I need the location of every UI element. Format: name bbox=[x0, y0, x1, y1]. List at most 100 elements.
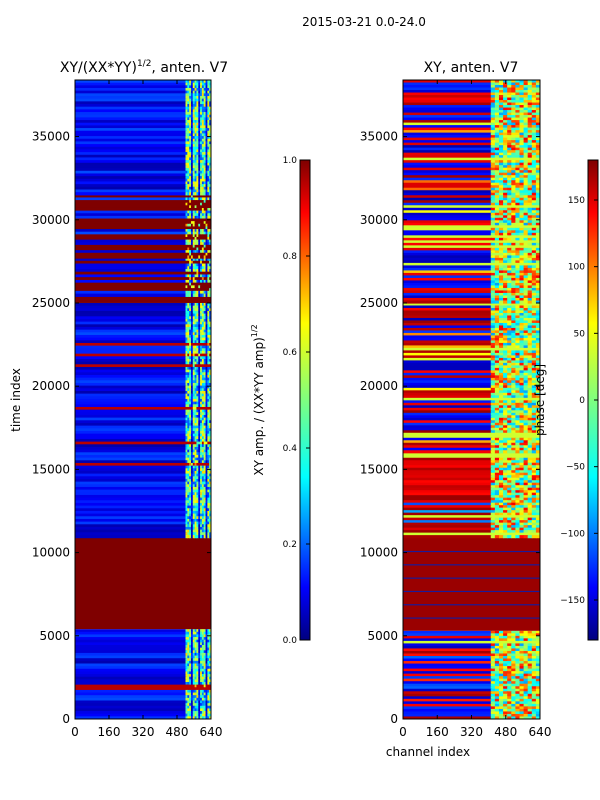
heatmap-cell bbox=[498, 470, 504, 474]
heatmap-cell bbox=[205, 215, 208, 220]
heatmap-cell bbox=[200, 430, 203, 435]
heatmap-row bbox=[75, 516, 187, 520]
heatmap-cell bbox=[189, 374, 192, 379]
heatmap-cell bbox=[209, 234, 211, 238]
heatmap-cell bbox=[185, 516, 188, 520]
heatmap-cell bbox=[511, 395, 516, 399]
heatmap-cell bbox=[198, 106, 201, 110]
heatmap-cell bbox=[531, 375, 537, 379]
heatmap-cell bbox=[511, 92, 516, 96]
heatmap-cell bbox=[192, 660, 196, 665]
heatmap-cell bbox=[519, 352, 525, 357]
heatmap-cell bbox=[209, 146, 211, 151]
heatmap-cell bbox=[507, 357, 512, 361]
heatmap-cell bbox=[535, 100, 540, 104]
heatmap-cell bbox=[200, 356, 203, 360]
heatmap-cell bbox=[535, 330, 540, 334]
heatmap-cell bbox=[190, 679, 194, 683]
heatmap-cell bbox=[515, 427, 521, 431]
heatmap-cell bbox=[203, 689, 207, 694]
heatmap-cell bbox=[498, 447, 504, 451]
heatmap-cell bbox=[200, 518, 203, 523]
heatmap-cell bbox=[507, 520, 512, 524]
heatmap-cell bbox=[511, 648, 516, 652]
heatmap-cell bbox=[185, 388, 188, 392]
heatmap-cell bbox=[203, 80, 207, 84]
heatmap-cell bbox=[535, 442, 540, 446]
heatmap-cell bbox=[198, 692, 201, 696]
heatmap-cell bbox=[507, 337, 512, 342]
heatmap-cell bbox=[527, 385, 533, 389]
heatmap-cell bbox=[196, 202, 199, 206]
heatmap-cell bbox=[187, 425, 190, 429]
heatmap-cell bbox=[209, 88, 211, 92]
heatmap-cell bbox=[196, 128, 199, 132]
heatmap-cell bbox=[507, 347, 512, 352]
heatmap-row bbox=[75, 674, 187, 678]
heatmap-cell bbox=[189, 681, 192, 686]
heatmap-cell bbox=[511, 430, 516, 434]
heatmap-cell bbox=[201, 98, 205, 102]
heatmap-cell bbox=[189, 494, 192, 499]
heatmap-cell bbox=[519, 530, 525, 534]
heatmap-cell bbox=[200, 146, 203, 151]
heatmap-cell bbox=[192, 146, 196, 151]
heatmap-cell bbox=[194, 529, 198, 533]
heatmap-cell bbox=[209, 157, 211, 161]
heatmap-cell bbox=[527, 530, 533, 534]
heatmap-cell bbox=[503, 330, 508, 334]
heatmap-cell bbox=[527, 350, 533, 354]
heatmap-cell bbox=[200, 454, 203, 459]
heatmap-cell bbox=[498, 405, 504, 409]
heatmap-cell bbox=[523, 460, 529, 464]
heatmap-row bbox=[75, 318, 187, 323]
heatmap-cell bbox=[209, 192, 211, 196]
heatmap-cell bbox=[209, 681, 211, 686]
heatmap-cell bbox=[185, 260, 188, 265]
heatmap-cell bbox=[535, 708, 540, 713]
heatmap-cell bbox=[185, 663, 188, 667]
heatmap-row bbox=[403, 668, 492, 672]
heatmap-cell bbox=[507, 467, 512, 471]
heatmap-cell bbox=[192, 436, 196, 440]
heatmap-cell bbox=[527, 390, 533, 394]
heatmap-cell bbox=[198, 252, 201, 257]
heatmap-cell bbox=[535, 440, 540, 444]
heatmap-cell bbox=[192, 200, 196, 204]
heatmap-cell bbox=[201, 282, 205, 286]
heatmap-cell bbox=[209, 470, 211, 475]
heatmap-cell bbox=[203, 117, 207, 121]
heatmap-cell bbox=[490, 688, 496, 692]
heatmap-cell bbox=[203, 85, 207, 89]
heatmap-cell bbox=[187, 130, 190, 135]
heatmap-cell bbox=[511, 425, 516, 429]
heatmap-cell bbox=[207, 377, 210, 381]
heatmap-cell bbox=[194, 716, 198, 719]
heatmap-cell bbox=[531, 370, 537, 374]
heatmap-cell bbox=[187, 348, 190, 352]
heatmap-cell bbox=[185, 687, 188, 691]
heatmap-cell bbox=[185, 492, 188, 496]
heatmap-cell bbox=[535, 638, 540, 642]
heatmap-cell bbox=[205, 406, 208, 411]
heatmap-cell bbox=[531, 340, 537, 344]
heatmap-cell bbox=[511, 490, 516, 494]
heatmap-cell bbox=[194, 505, 198, 509]
heatmap-cell bbox=[189, 268, 192, 273]
heatmap-cell bbox=[503, 90, 508, 94]
heatmap-cell bbox=[192, 141, 196, 145]
heatmap-row bbox=[403, 347, 492, 352]
heatmap-cell bbox=[531, 517, 537, 521]
heatmap-cell bbox=[498, 390, 504, 394]
heatmap-cell bbox=[527, 648, 533, 652]
heatmap-cell bbox=[189, 639, 192, 643]
heatmap-cell bbox=[207, 334, 210, 339]
heatmap-cell bbox=[519, 390, 525, 394]
heatmap-cell bbox=[494, 688, 500, 692]
heatmap-cell bbox=[207, 277, 210, 281]
heatmap-row bbox=[75, 385, 187, 389]
heatmap-cell bbox=[523, 485, 529, 489]
heatmap-cell bbox=[205, 660, 208, 665]
heatmap-cell bbox=[503, 492, 508, 496]
heatmap-cell bbox=[200, 671, 203, 675]
